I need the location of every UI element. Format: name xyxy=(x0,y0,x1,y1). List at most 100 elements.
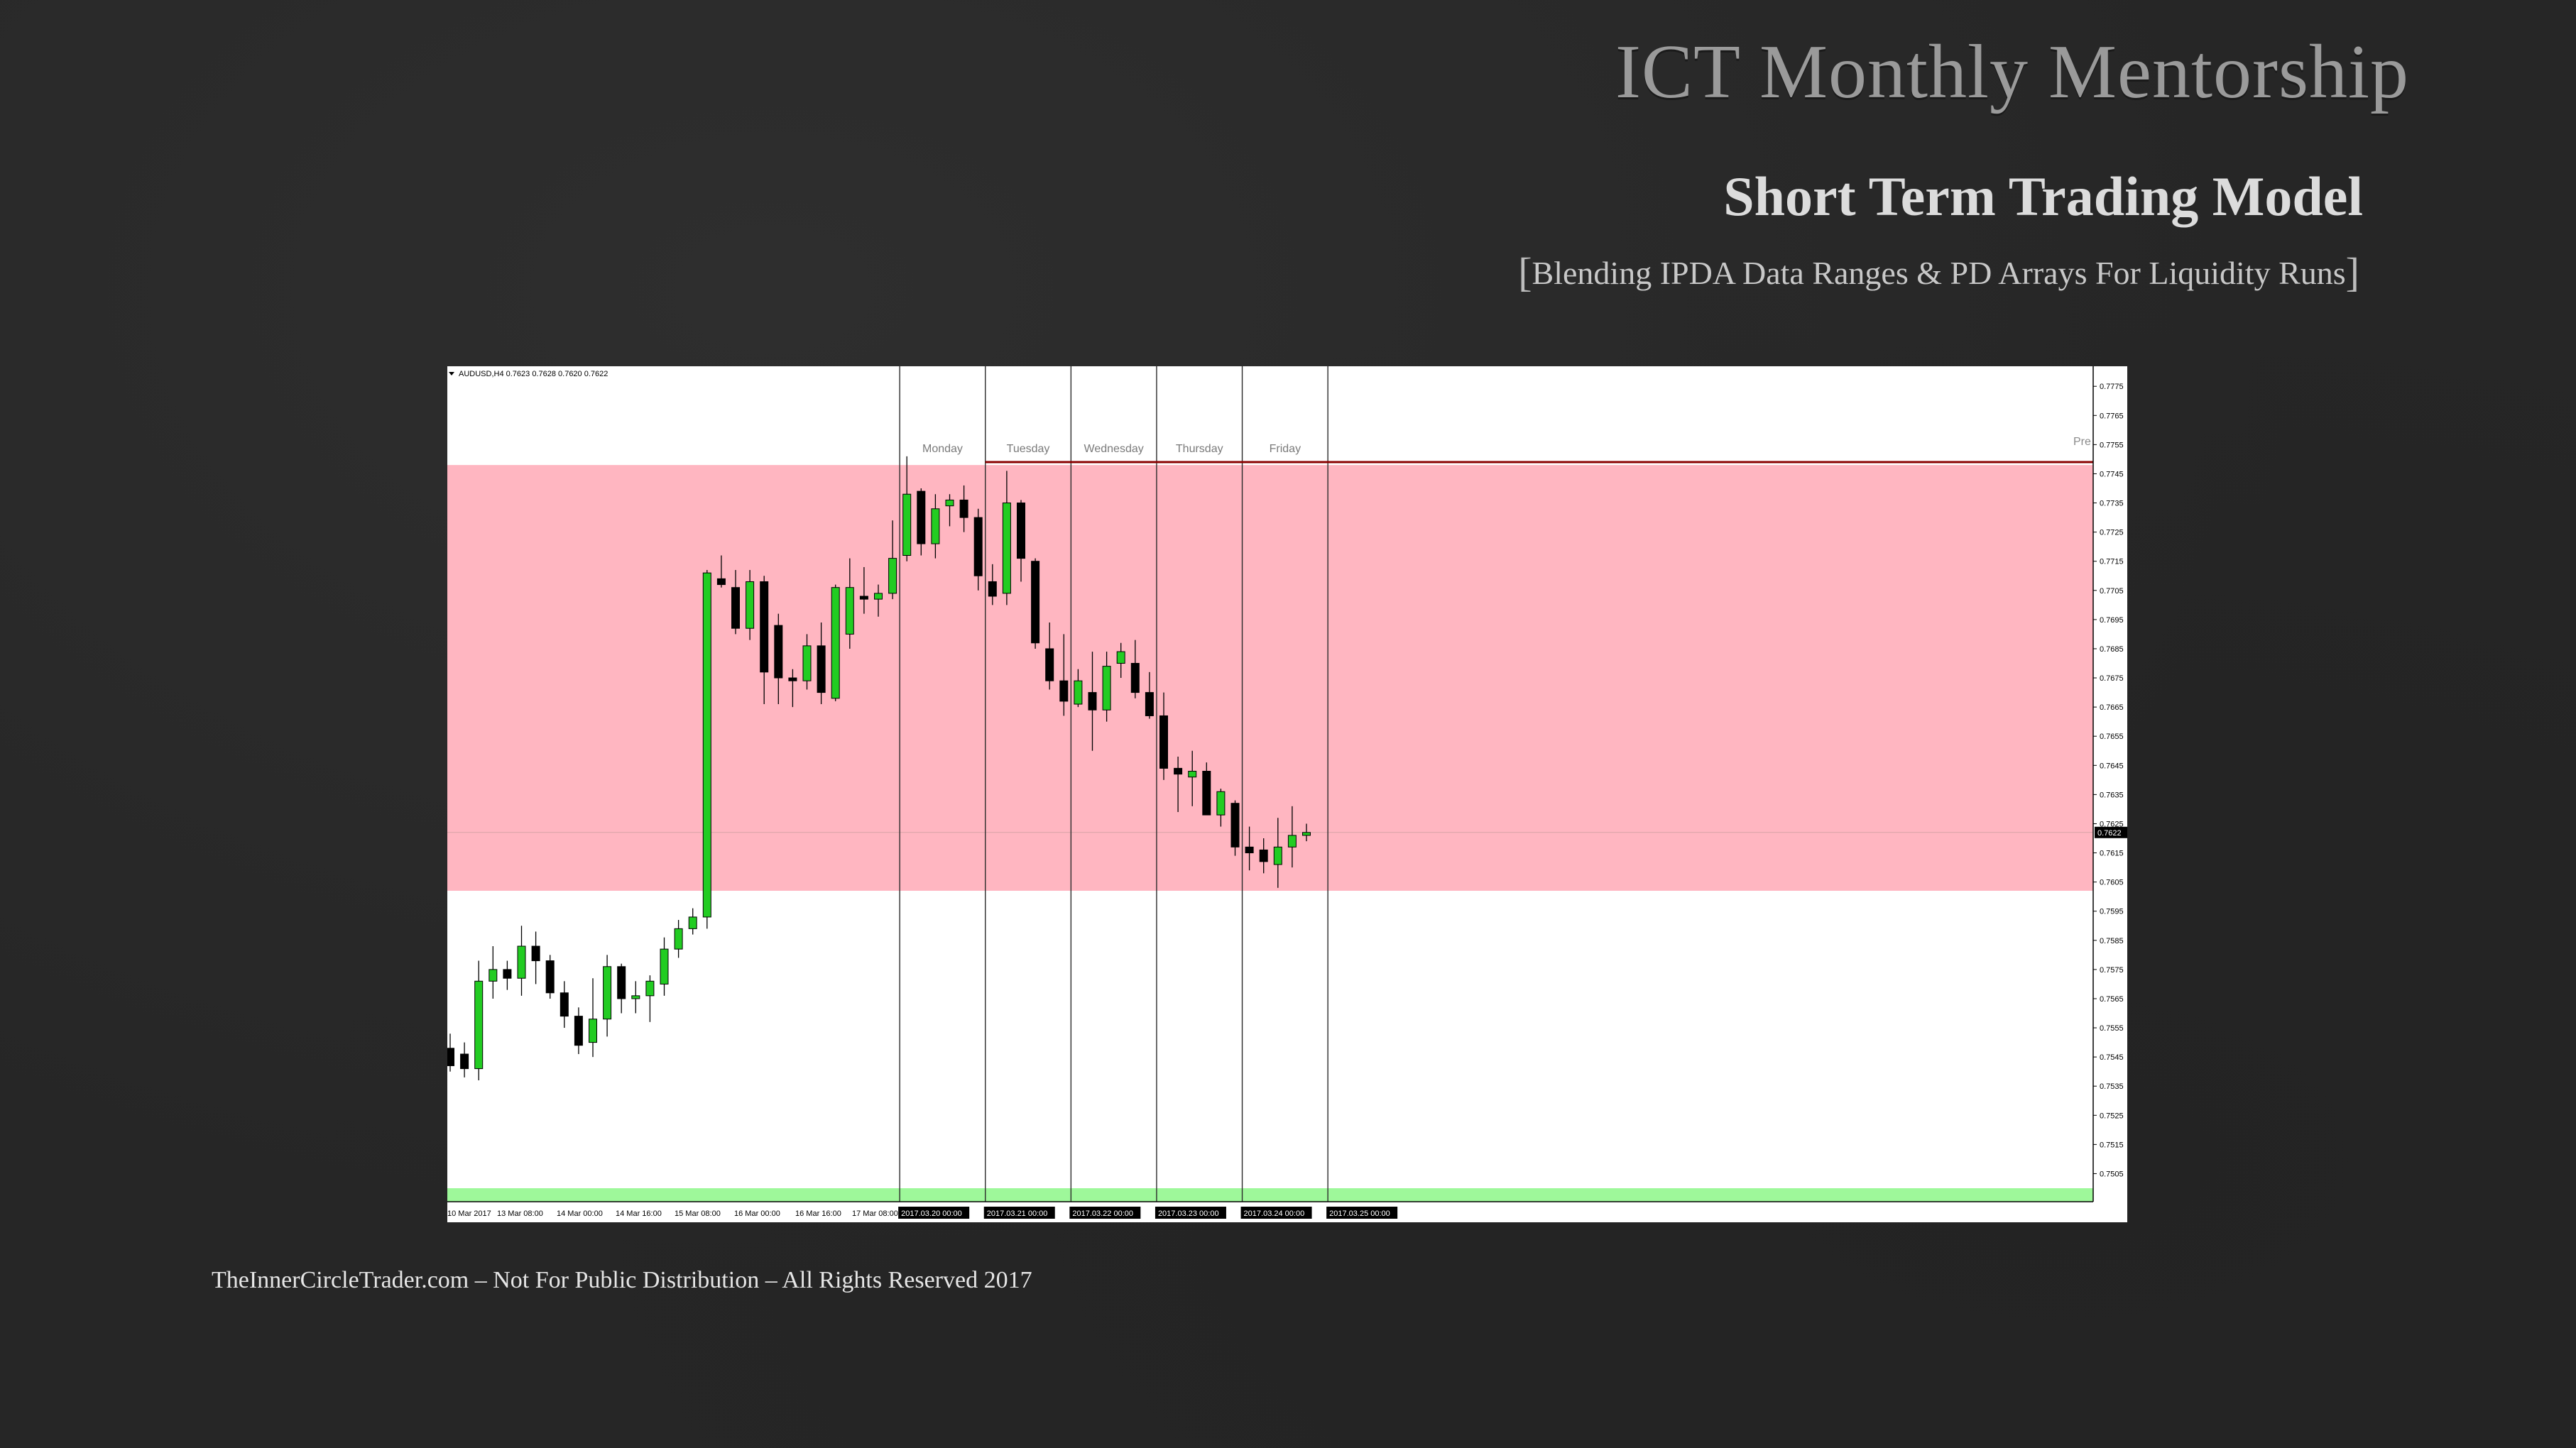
bear-candle-body xyxy=(1174,767,1183,775)
day-date-tag xyxy=(1155,1207,1226,1219)
bear-candle-body xyxy=(917,490,926,544)
time-axis-label: 17 Mar 08:00 xyxy=(852,1210,898,1218)
candle xyxy=(1102,652,1111,722)
bull-candle-body xyxy=(674,928,683,950)
candle xyxy=(1188,750,1197,806)
candle xyxy=(660,937,669,996)
price-tick-label: 0.7695 xyxy=(2100,616,2124,625)
candle xyxy=(817,622,826,705)
slide-title: ICT Monthly Mentorship xyxy=(1615,30,2409,114)
day-date-label: 2017.03.22 00:00 xyxy=(1072,1210,1133,1218)
bull-candle-body xyxy=(474,980,484,1070)
price-chart[interactable]: Pre Monday Tuesday Wednesday Thursday Friday … xyxy=(447,366,2127,1222)
candle xyxy=(716,555,726,588)
candle xyxy=(760,576,769,705)
price-tick-label: 0.7595 xyxy=(2100,908,2124,916)
candle xyxy=(774,613,783,705)
candle xyxy=(802,634,812,690)
current-price-tag xyxy=(2095,826,2127,838)
bear-candle-body xyxy=(560,992,569,1017)
bear-candle-body xyxy=(1230,803,1240,848)
candle xyxy=(845,558,854,649)
time-axis-label: 15 Mar 08:00 xyxy=(675,1210,721,1218)
day-date-tag xyxy=(1240,1207,1312,1219)
bull-candle-body xyxy=(1287,835,1297,848)
price-tick-label: 0.7585 xyxy=(2100,937,2124,945)
bear-candle-body xyxy=(503,969,512,979)
candle xyxy=(931,494,940,559)
bear-candle-body xyxy=(1088,692,1097,711)
price-tick-label: 0.7655 xyxy=(2100,733,2124,741)
candle xyxy=(1145,671,1154,719)
candle xyxy=(1059,634,1069,716)
time-axis-label: 10 Mar 2017 xyxy=(447,1210,491,1218)
bear-candle-body xyxy=(1259,849,1268,862)
candle xyxy=(1002,471,1011,605)
candle xyxy=(888,520,897,600)
premium-label: Pre xyxy=(2073,436,2091,448)
premium-zone xyxy=(447,465,2093,891)
candle xyxy=(1130,640,1140,698)
bull-candle-body xyxy=(931,508,940,544)
candle xyxy=(531,931,540,984)
triangle-down-icon[interactable] xyxy=(449,372,454,375)
candle xyxy=(447,1033,454,1072)
candle xyxy=(474,960,484,1080)
candle xyxy=(1245,826,1254,871)
candle xyxy=(617,963,626,1014)
candle xyxy=(1302,823,1311,842)
candle xyxy=(1116,642,1125,679)
bear-candle-body xyxy=(859,596,868,600)
price-tick-label: 0.7775 xyxy=(2100,383,2124,391)
bull-candle-body xyxy=(645,980,655,997)
bull-candle-body xyxy=(831,587,840,699)
candle xyxy=(1031,558,1040,649)
bear-candle-body xyxy=(1159,715,1168,769)
price-tick-label: 0.7665 xyxy=(2100,703,2124,712)
candle xyxy=(1174,756,1183,813)
price-tick-label: 0.7515 xyxy=(2100,1141,2124,1149)
bull-candle-body xyxy=(802,645,812,681)
day-date-label: 2017.03.20 00:00 xyxy=(901,1210,962,1218)
day-label-tuesday: Tuesday xyxy=(1007,443,1050,455)
bull-candle-body xyxy=(489,969,498,982)
footer-copyright: TheInnerCircleTrader.com – Not For Publi… xyxy=(212,1267,1032,1293)
price-tick-label: 0.7525 xyxy=(2100,1112,2124,1120)
day-date-tag xyxy=(983,1207,1055,1219)
bear-candle-body xyxy=(774,625,783,679)
candle xyxy=(1230,800,1240,856)
candle xyxy=(460,1042,469,1077)
day-date-label: 2017.03.24 00:00 xyxy=(1244,1210,1305,1218)
day-date-label: 2017.03.21 00:00 xyxy=(987,1210,1048,1218)
candle xyxy=(503,960,512,990)
bear-candle-body xyxy=(574,1016,583,1046)
price-tick-label: 0.7715 xyxy=(2100,558,2124,566)
price-tick-label: 0.7535 xyxy=(2100,1082,2124,1091)
discount-zone xyxy=(447,1188,2093,1202)
price-tick-label: 0.7645 xyxy=(2100,762,2124,770)
bear-candle-body xyxy=(1059,680,1069,702)
bull-candle-body xyxy=(1216,791,1226,816)
candle xyxy=(1259,838,1268,874)
day-date-tag xyxy=(898,1207,970,1219)
bear-candle-body xyxy=(447,1048,454,1066)
bull-candle-body xyxy=(888,558,897,594)
candle xyxy=(988,564,997,605)
bear-candle-body xyxy=(617,966,626,999)
candle xyxy=(1159,692,1168,780)
bear-candle-body xyxy=(1202,771,1211,816)
candle xyxy=(574,1007,583,1055)
bull-candle-body xyxy=(1102,666,1111,711)
candle xyxy=(1017,500,1025,582)
bull-candle-body xyxy=(603,966,612,1020)
candle xyxy=(788,669,797,708)
chart-symbol-header: AUDUSD,H4 0.7623 0.7628 0.7620 0.7622 xyxy=(459,370,608,378)
candle xyxy=(959,485,968,532)
bull-candle-body xyxy=(1116,651,1125,664)
bear-candle-body xyxy=(973,517,983,576)
price-tick-label: 0.7745 xyxy=(2100,470,2124,478)
day-label-thursday: Thursday xyxy=(1176,443,1223,455)
tagline-close-bracket: ] xyxy=(2345,249,2359,295)
candle xyxy=(1202,762,1211,816)
